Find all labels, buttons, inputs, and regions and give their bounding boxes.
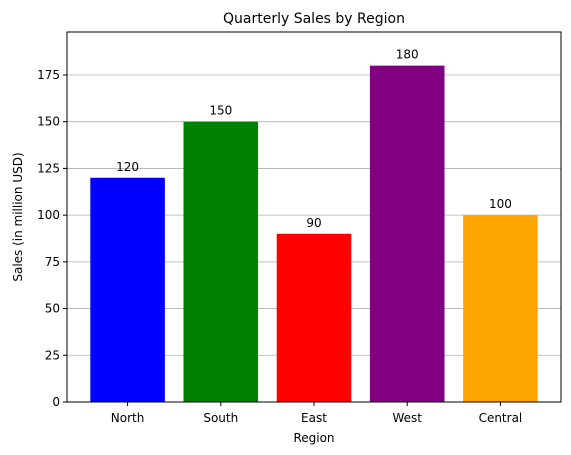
bars (90, 65, 538, 403)
y-tick-label: 175 (37, 68, 60, 82)
x-tick-label: Central (479, 411, 523, 425)
bar-west (369, 65, 445, 403)
y-tick-label: 150 (37, 115, 60, 129)
x-tick-label: West (392, 411, 422, 425)
data-label: 180 (396, 48, 419, 62)
y-tick-label: 0 (52, 395, 60, 409)
y-axis-ticks: 0 25 50 75 100 125 150 175 (37, 68, 67, 409)
bar-east (276, 233, 352, 402)
data-label: 120 (116, 160, 139, 174)
y-tick-label: 125 (37, 161, 60, 175)
y-tick-label: 25 (45, 348, 60, 362)
y-tick-label: 75 (45, 255, 60, 269)
data-label: 150 (209, 104, 232, 118)
data-label: 90 (306, 216, 321, 230)
chart-title: Quarterly Sales by Region (223, 11, 405, 27)
bar-central (463, 215, 538, 402)
y-axis-label: Sales (in million USD) (11, 152, 25, 281)
bar-north (90, 177, 165, 402)
x-tick-label: North (111, 411, 145, 425)
data-label: 100 (489, 197, 512, 211)
x-axis-ticks: North South East West Central (111, 402, 522, 425)
y-tick-label: 50 (45, 302, 60, 316)
data-labels: 120 150 90 180 100 (116, 48, 512, 230)
x-axis-label: Region (293, 431, 334, 445)
x-tick-label: East (301, 411, 327, 425)
x-tick-label: South (203, 411, 238, 425)
y-tick-label: 100 (37, 208, 60, 222)
bar-south (183, 121, 259, 403)
